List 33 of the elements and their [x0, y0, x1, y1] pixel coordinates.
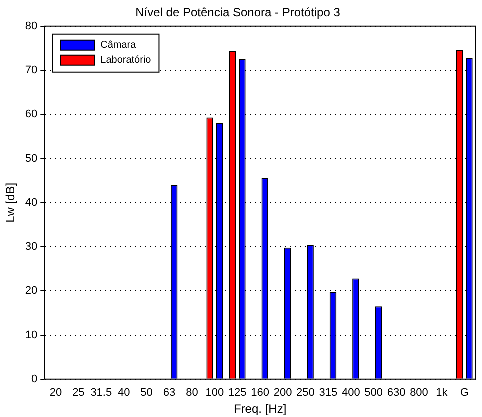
x-tick-label: 630 [387, 387, 406, 400]
y-tick-label: 30 [25, 241, 38, 254]
x-tick-label: 31.5 [90, 387, 112, 400]
x-tick-label: 315 [319, 387, 338, 400]
y-tick-label: 70 [25, 64, 38, 77]
x-tick-label: 125 [228, 387, 247, 400]
x-tick-label: 50 [140, 387, 153, 400]
y-tick-label: 20 [25, 285, 38, 298]
x-tick-label: 40 [118, 387, 130, 400]
y-axis-title: Lw [dB] [4, 182, 18, 223]
x-tick-label: G [460, 387, 469, 400]
legend-label: Laboratório [100, 55, 152, 66]
x-tick-label: 1k [436, 387, 448, 400]
legend-label: Câmara [100, 40, 137, 52]
x-tick-label: 63 [163, 387, 176, 400]
y-tick-label: 80 [25, 20, 38, 32]
x-tick-label: 200 [274, 387, 292, 400]
x-tick-label: 100 [206, 387, 224, 400]
chart-title: Nível de Potência Sonora - Protótipo 3 [136, 6, 341, 20]
x-axis-title: Freq. [Hz] [234, 402, 287, 416]
x-tick-label: 400 [342, 387, 360, 400]
y-tick-label: 50 [25, 152, 38, 165]
x-tick-label: 160 [251, 387, 270, 400]
x-tick-label: 25 [72, 387, 85, 400]
x-tick-label: 800 [410, 387, 428, 400]
y-tick-label: 0 [32, 373, 38, 386]
x-tick-label: 250 [296, 387, 315, 400]
x-tick-label: 500 [364, 387, 384, 400]
x-tick-label: 80 [186, 387, 198, 400]
y-tick-label: 10 [25, 329, 38, 342]
y-tick-label: 40 [25, 196, 38, 209]
y-tick-label: 60 [25, 108, 38, 121]
x-tick-label: 20 [50, 387, 62, 400]
